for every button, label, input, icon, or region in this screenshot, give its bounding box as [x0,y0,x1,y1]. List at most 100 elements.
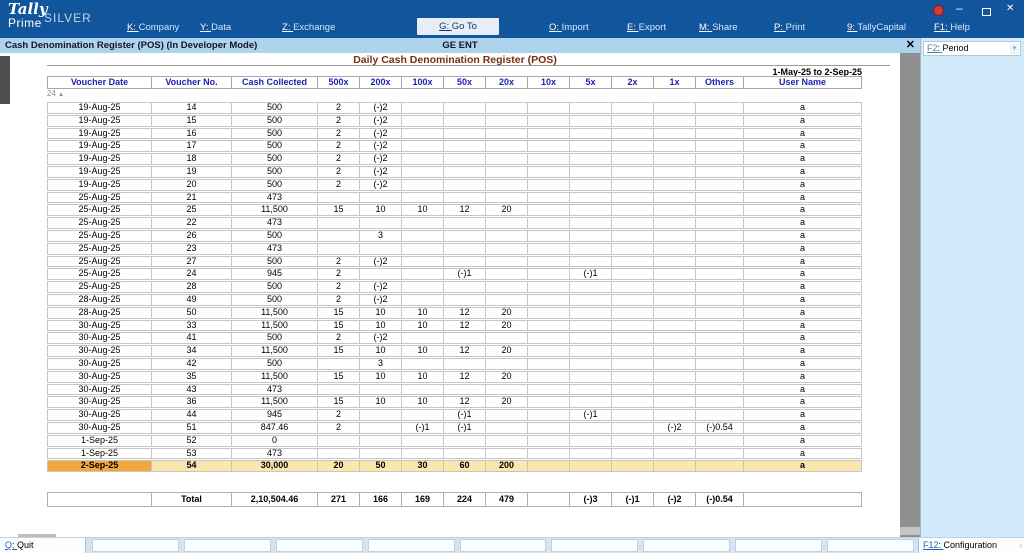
bottom-bar: QQuit F12Configuration › [0,537,1024,553]
close-report-icon[interactable]: ✕ [905,39,915,51]
cell [612,102,654,114]
cell [528,319,570,332]
table-row[interactable]: 1-Sep-25 53 473 a [47,447,862,460]
table-row[interactable]: 19-Aug-25 16 500 2 (-)2 a [47,127,862,140]
cell [570,255,612,268]
close-icon[interactable]: ✕ [1006,3,1015,14]
table-row[interactable]: 25-Aug-25 23 473 a [47,242,862,255]
menu-hotkey: Y [200,22,211,33]
cell [444,178,486,191]
cell [570,319,612,332]
table-row[interactable]: 19-Aug-25 17 500 2 (-)2 a [47,140,862,153]
table-row[interactable]: 30-Aug-25 42 500 3 a [47,357,862,370]
menu-import[interactable]: OImport [549,21,589,35]
cell: 49 [152,293,232,306]
cell [612,370,654,383]
table-row[interactable]: 30-Aug-25 33 11,500 15 10 10 12 20 a [47,319,862,332]
menu-share[interactable]: MShare [699,21,738,35]
menu-data[interactable]: YData [200,21,231,35]
cell: (-)1 [444,409,486,421]
table-row[interactable]: 25-Aug-25 24 945 2 (-)1 (-)1 a [47,268,862,281]
cell [402,268,444,281]
table-row[interactable]: 25-Aug-25 21 473 a [47,191,862,204]
cell: 15 [152,114,232,127]
table-row[interactable]: 30-Aug-25 35 11,500 15 10 10 12 20 a [47,370,862,383]
menu-tallycapital[interactable]: 9TallyCapital [847,21,906,35]
table-row[interactable]: 19-Aug-25 19 500 2 (-)2 a [47,165,862,178]
chevron-down-icon[interactable]: ▾ [1010,43,1019,54]
menu-exchange[interactable]: ZExchange [282,21,335,35]
table-row[interactable]: 30-Aug-25 51 847.46 2 (-)1 (-)1 (-)2 (-)0.54 a [47,421,862,434]
cell: 20 [486,319,528,332]
table-row[interactable]: 30-Aug-25 36 11,500 15 10 10 12 20 a [47,396,862,409]
table-row[interactable]: 28-Aug-25 50 11,500 15 10 10 12 20 a [47,306,862,319]
cell: 20 [152,178,232,191]
cell: 36 [152,396,232,409]
cell: (-)2 [654,421,696,434]
cell [570,242,612,255]
cell [444,217,486,229]
cell [612,217,654,229]
cell: 41 [152,332,232,345]
menu-export[interactable]: EExport [627,21,666,35]
cell [654,191,696,204]
table-row[interactable]: 19-Aug-25 18 500 2 (-)2 a [47,153,862,165]
cell [612,383,654,396]
cell: 30-Aug-25 [47,383,152,396]
menu-help[interactable]: F1Help [934,21,970,35]
cell [696,460,744,473]
cell: 12 [444,370,486,383]
cell: (-)1 [402,421,444,434]
cell [696,396,744,409]
cell [570,345,612,357]
cell [696,242,744,255]
menu-company[interactable]: KCompany [127,21,179,35]
table-row[interactable]: 25-Aug-25 22 473 a [47,217,862,229]
quit-button-label: Quit [17,540,34,550]
table-row[interactable]: 19-Aug-25 20 500 2 (-)2 a [47,178,862,191]
table-row[interactable]: 1-Sep-25 52 0 a [47,434,862,447]
cell: 20 [486,370,528,383]
quit-button[interactable]: QQuit [0,538,86,553]
vertical-scrollbar[interactable] [900,53,920,537]
table-row[interactable]: 25-Aug-25 27 500 2 (-)2 a [47,255,862,268]
table-row[interactable]: 30-Aug-25 34 11,500 15 10 10 12 20 a [47,345,862,357]
table-row[interactable]: 30-Aug-25 44 945 2 (-)1 (-)1 a [47,409,862,421]
table-row[interactable]: 19-Aug-25 15 500 2 (-)2 a [47,114,862,127]
cell: 10 [402,306,444,319]
period-button[interactable]: F2Period ▾ [923,41,1021,56]
menu-go-to[interactable]: GGo To [417,18,499,35]
menu-print[interactable]: PPrint [774,21,805,35]
cell: a [744,421,862,434]
table-row[interactable]: 25-Aug-25 25 11,500 15 10 10 12 20 a [47,204,862,217]
cell: 20 [486,345,528,357]
cell: a [744,153,862,165]
horizontal-scrollbar[interactable] [18,534,56,539]
cell [318,217,360,229]
table-row[interactable]: 25-Aug-25 28 500 2 (-)2 a [47,281,862,293]
configuration-button[interactable]: F12Configuration › [918,538,1024,553]
menu-label: Help [950,22,970,33]
notification-icon[interactable] [933,5,944,16]
cell: 30-Aug-25 [47,370,152,383]
cell: a [744,409,862,421]
table-row[interactable]: 30-Aug-25 41 500 2 (-)2 a [47,332,862,345]
scrollbar-thumb[interactable] [900,527,920,535]
cell [612,357,654,370]
table-row[interactable]: 25-Aug-25 26 500 3 a [47,229,862,242]
scroll-up-indicator[interactable]: 24 ▲ [47,89,64,98]
col-header-100x: 100x [402,76,444,89]
restore-icon[interactable] [982,8,991,16]
table-row[interactable]: 28-Aug-25 49 500 2 (-)2 a [47,293,862,306]
table-row[interactable]: 2-Sep-25 54 30,000 20 50 30 60 200 a [47,460,862,473]
cell [402,217,444,229]
cell: 500 [232,281,318,293]
bottom-bar-empty-cell [367,539,455,552]
menu-hotkey: M [699,22,712,33]
table-row[interactable]: 19-Aug-25 14 500 2 (-)2 a [47,102,862,114]
minimize-icon[interactable]: – [956,1,963,15]
cell [654,396,696,409]
cell [528,306,570,319]
table-row[interactable]: 30-Aug-25 43 473 a [47,383,862,396]
